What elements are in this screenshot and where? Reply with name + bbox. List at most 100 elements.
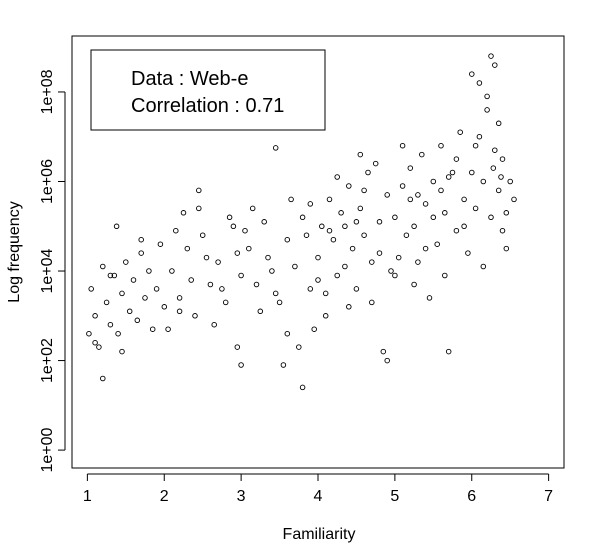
- data-point: [176, 295, 183, 301]
- data-point: [442, 272, 448, 279]
- data-point: [395, 254, 402, 261]
- data-point: [284, 236, 291, 243]
- data-point: [299, 384, 306, 391]
- data-point: [142, 295, 148, 301]
- data-point: [465, 250, 471, 256]
- data-point: [111, 272, 118, 279]
- x-tick-label: 7: [544, 488, 553, 505]
- data-point: [292, 263, 298, 270]
- data-point: [315, 277, 321, 283]
- data-point: [311, 326, 317, 332]
- data-point: [115, 330, 121, 337]
- data-point: [430, 178, 437, 185]
- data-point: [126, 308, 133, 315]
- data-point: [257, 308, 264, 315]
- plot-frame: [71, 35, 565, 469]
- data-point: [130, 277, 137, 283]
- data-point: [319, 223, 325, 230]
- data-point: [196, 187, 202, 194]
- data-point: [215, 259, 221, 265]
- data-point: [288, 196, 294, 203]
- data-point: [180, 210, 187, 216]
- data-point: [238, 272, 244, 279]
- data-point: [415, 192, 421, 198]
- y-axis-label: Log frequency: [6, 201, 23, 302]
- data-point: [461, 223, 467, 230]
- data-point: [86, 330, 92, 337]
- data-point: [503, 210, 510, 216]
- data-point: [357, 151, 364, 158]
- data-point: [196, 205, 202, 212]
- data-point: [269, 268, 275, 274]
- data-point: [369, 299, 375, 306]
- data-point: [253, 281, 260, 288]
- data-point: [184, 245, 191, 252]
- data-point: [488, 53, 494, 59]
- data-point: [484, 107, 490, 113]
- y-tick-label: 1e+02: [39, 338, 56, 383]
- data-point: [476, 80, 483, 86]
- data-point: [330, 236, 337, 243]
- data-point: [495, 187, 502, 194]
- data-point: [219, 286, 225, 292]
- data-point: [242, 227, 248, 234]
- data-point: [422, 201, 429, 207]
- data-point: [230, 223, 237, 230]
- data-point: [503, 245, 510, 252]
- data-point: [499, 156, 506, 162]
- data-point: [119, 348, 125, 355]
- data-point: [334, 174, 340, 180]
- data-point: [303, 232, 310, 238]
- data-point: [457, 129, 463, 135]
- data-point: [472, 142, 479, 149]
- data-point: [92, 313, 98, 319]
- data-point: [372, 160, 379, 167]
- data-point: [511, 196, 517, 203]
- data-point: [100, 375, 106, 382]
- data-point: [188, 277, 194, 283]
- data-point: [153, 286, 160, 292]
- y-tick-label: 1e+08: [39, 69, 56, 114]
- data-point: [490, 165, 497, 171]
- data-point: [349, 245, 356, 252]
- x-axis-label: Familiarity: [283, 526, 356, 543]
- data-point: [426, 295, 433, 301]
- data-point: [119, 290, 125, 297]
- data-point: [357, 205, 364, 212]
- annotation-frame: [90, 49, 326, 131]
- y-tick-label: 1e+06: [39, 159, 56, 204]
- data-point: [307, 286, 314, 292]
- data-point: [380, 348, 387, 355]
- data-point: [384, 192, 390, 198]
- data-point: [480, 263, 487, 270]
- data-point: [322, 290, 329, 297]
- data-point: [376, 250, 383, 256]
- data-point: [211, 321, 217, 328]
- data-point: [334, 272, 340, 279]
- data-point: [442, 210, 448, 216]
- data-point: [495, 120, 502, 127]
- data-point: [234, 344, 241, 350]
- data-point: [346, 183, 352, 189]
- data-point: [498, 174, 504, 180]
- data-point: [315, 254, 321, 261]
- data-point: [361, 187, 367, 194]
- data-point: [361, 232, 367, 238]
- data-point: [507, 178, 513, 185]
- data-point: [419, 151, 425, 158]
- data-point: [265, 254, 271, 261]
- data-point: [369, 259, 375, 265]
- annotation-box: Data : Web-e Correlation : 0.71: [90, 49, 326, 131]
- x-tick-label: 5: [390, 488, 399, 505]
- data-point: [88, 286, 94, 292]
- data-point: [149, 326, 156, 332]
- data-point: [492, 62, 498, 68]
- data-point: [376, 219, 383, 225]
- data-point: [226, 214, 233, 221]
- data-point: [100, 263, 106, 270]
- data-point: [411, 223, 417, 230]
- data-points: [86, 53, 517, 391]
- x-axis: 1 2 3 4 5 6 7: [83, 473, 553, 505]
- data-point: [161, 304, 168, 310]
